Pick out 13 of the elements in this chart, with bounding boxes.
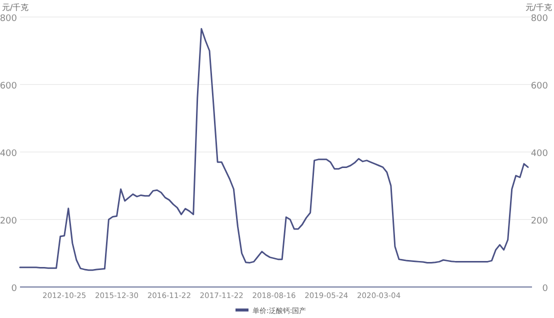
y-tick-label: 0 [11,284,18,294]
y2-tick-label: 200 [530,216,548,226]
y-axis-title: 元/千克 [2,3,29,12]
line-series [19,28,529,271]
y-tick-label: 800 [0,14,18,24]
y-tick-label: 600 [0,82,18,92]
y2-tick-label: 800 [530,14,548,24]
y2-axis-title: 元/千克 [525,3,552,12]
y2-tick-label: 0 [542,284,548,294]
y-tick-label: 400 [0,149,18,159]
y-tick-label: 200 [0,216,18,226]
y2-tick-label: 600 [530,82,548,92]
y2-tick-label: 400 [530,149,548,159]
